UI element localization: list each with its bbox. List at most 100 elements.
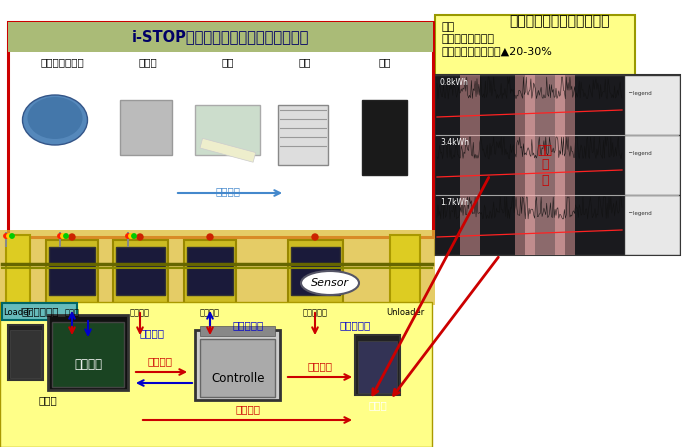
Text: 製品状態: 製品状態 — [308, 361, 332, 371]
Ellipse shape — [27, 97, 82, 139]
Circle shape — [7, 234, 11, 238]
Bar — [435, 196, 625, 255]
Bar — [8, 22, 433, 52]
Bar — [2, 303, 77, 320]
Bar — [120, 100, 172, 155]
Bar — [200, 339, 275, 397]
Text: 1.7kWh: 1.7kWh — [440, 198, 469, 207]
Bar — [435, 76, 625, 135]
Bar — [52, 322, 124, 387]
Bar — [200, 138, 256, 162]
Bar — [291, 247, 340, 295]
Text: 0.8kWh: 0.8kWh — [440, 78, 469, 87]
Bar — [200, 326, 275, 336]
Circle shape — [126, 234, 130, 238]
Bar — [460, 135, 480, 195]
Text: 3.4kWh: 3.4kWh — [440, 138, 469, 147]
Bar — [515, 135, 535, 195]
Bar — [555, 195, 575, 255]
Bar — [8, 22, 433, 237]
Circle shape — [4, 234, 8, 238]
Text: ヒータ制御: ヒータ制御 — [339, 320, 371, 330]
Text: ポンプ: ポンプ — [138, 57, 158, 67]
Text: ─ legend: ─ legend — [628, 211, 651, 215]
Text: 行調: 行調 — [299, 57, 311, 67]
Bar — [460, 195, 480, 255]
Bar — [0, 230, 435, 305]
Circle shape — [207, 234, 213, 240]
Bar — [390, 235, 420, 305]
Text: 電力計: 電力計 — [38, 395, 58, 405]
Bar — [555, 75, 575, 135]
Bar — [46, 240, 98, 305]
Text: 電力制御: 電力制御 — [140, 328, 165, 338]
Text: 空気制御: 空気制御 — [216, 186, 240, 196]
Bar — [5, 232, 7, 247]
Text: ─ legend: ─ legend — [628, 151, 651, 156]
Bar — [278, 105, 328, 165]
Bar — [515, 75, 535, 135]
Text: 稼働状態: 稼働状態 — [147, 356, 173, 366]
Bar — [288, 240, 343, 305]
Text: 電力＋エアー削減量▲20-30%: 電力＋エアー削減量▲20-30% — [442, 46, 553, 56]
Text: 待機
電
力: 待機 電 力 — [538, 143, 553, 186]
Text: コンプレッサー: コンプレッサー — [40, 57, 84, 67]
Bar — [355, 335, 400, 395]
Circle shape — [132, 234, 136, 238]
Bar — [358, 341, 397, 393]
Text: 照明: 照明 — [222, 57, 234, 67]
Bar — [10, 330, 41, 378]
Circle shape — [61, 234, 65, 238]
Bar — [8, 325, 43, 380]
Circle shape — [58, 234, 62, 238]
Bar — [59, 232, 61, 247]
Bar — [460, 75, 480, 135]
Text: バルブ開閉: バルブ開閉 — [232, 320, 264, 330]
Bar — [195, 105, 260, 155]
Text: ライン１本当たり: ライン１本当たり — [442, 34, 495, 44]
Bar — [515, 195, 535, 255]
Text: 実装機２: 実装機２ — [200, 308, 220, 317]
Text: 印刷機: 印刷機 — [64, 308, 79, 317]
Text: 実装機１: 実装機１ — [130, 308, 150, 317]
Bar — [6, 235, 30, 305]
Bar — [187, 247, 233, 295]
Bar — [555, 135, 575, 195]
Bar — [625, 136, 680, 195]
Circle shape — [69, 234, 75, 240]
Bar — [435, 75, 680, 255]
Text: 電源: 電源 — [379, 57, 391, 67]
Bar — [195, 330, 280, 400]
Bar — [625, 196, 680, 255]
Text: Loader: Loader — [3, 308, 32, 317]
Text: 操作画面: 操作画面 — [74, 358, 102, 371]
Ellipse shape — [23, 95, 88, 145]
Circle shape — [10, 234, 14, 238]
Text: リフロー炉: リフロー炉 — [303, 308, 327, 317]
Bar — [435, 15, 635, 75]
Bar — [113, 240, 168, 305]
Bar — [625, 76, 680, 135]
Text: Sensor: Sensor — [311, 278, 349, 288]
Text: （オムロン草津工場事例）: （オムロン草津工場事例） — [510, 14, 610, 28]
Ellipse shape — [301, 271, 359, 295]
Text: ─ legend: ─ legend — [628, 90, 651, 96]
Text: 稼働状態: 稼働状態 — [236, 404, 260, 414]
Bar — [48, 315, 128, 390]
Text: Controlle: Controlle — [211, 371, 264, 384]
Bar — [525, 75, 565, 255]
Circle shape — [64, 234, 68, 238]
Bar — [127, 232, 129, 247]
Text: 制御システム: 制御システム — [21, 306, 59, 316]
Bar — [184, 240, 236, 305]
Circle shape — [312, 234, 318, 240]
Bar — [362, 100, 407, 175]
Bar — [0, 302, 432, 447]
Bar — [49, 247, 95, 295]
Text: i-STOPによる生産ラインの省エネ改善: i-STOPによる生産ラインの省エネ改善 — [132, 30, 309, 45]
Bar — [116, 247, 165, 295]
Text: Unloader: Unloader — [386, 308, 424, 317]
Bar — [435, 136, 625, 195]
Circle shape — [137, 234, 143, 240]
Text: 効果: 効果 — [442, 22, 456, 32]
